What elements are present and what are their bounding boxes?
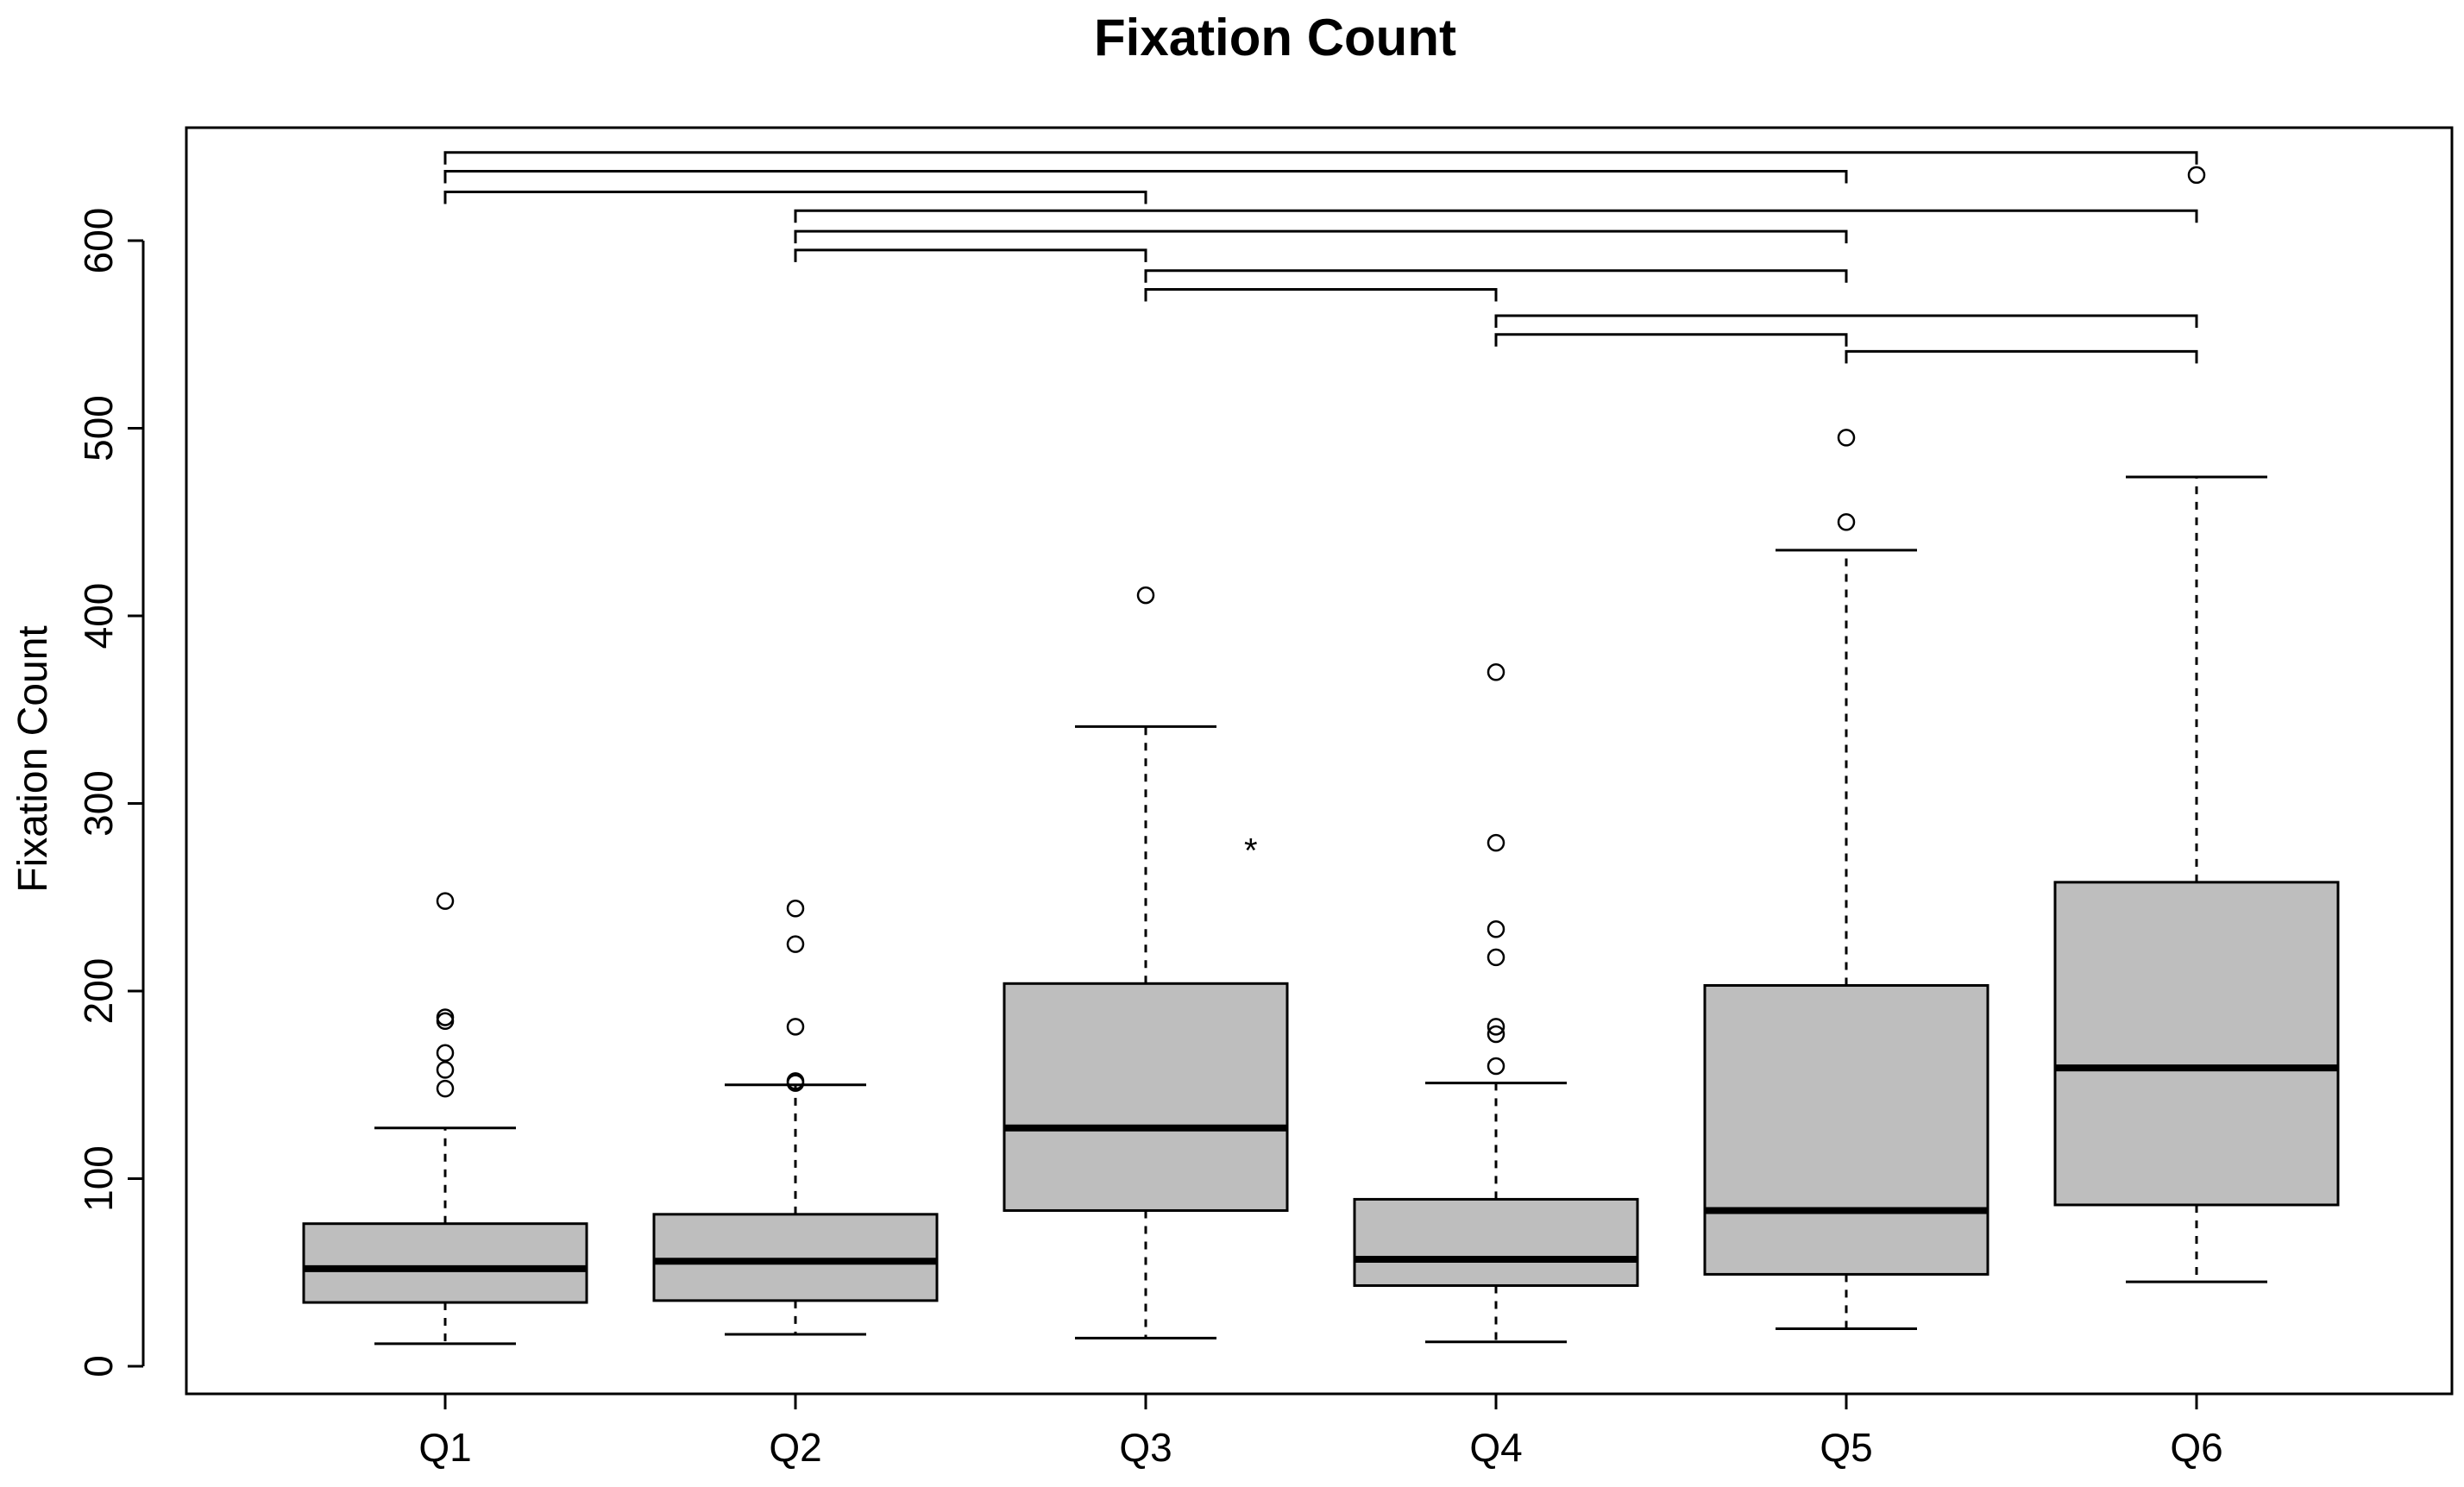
boxes-layer: [302, 166, 2340, 1346]
iqr-box: [1003, 982, 1289, 1212]
y-tick-label: 400: [76, 583, 121, 649]
significance-bracket: [1494, 333, 1848, 347]
significance-bracket: [1144, 288, 1498, 302]
iqr-box: [2053, 881, 2340, 1207]
outlier-point: [786, 1074, 805, 1092]
significance-bracket: [794, 229, 1848, 244]
box-q5: [1703, 429, 1989, 1330]
significance-bracket: [443, 170, 1848, 184]
outlier-point: [1487, 1057, 1505, 1076]
outlier-point: [436, 1061, 455, 1079]
y-tick-label: 500: [76, 395, 121, 461]
significance-bracket: [443, 151, 2198, 165]
x-tick-label: Q4: [1469, 1425, 1522, 1470]
y-tick-label: 600: [76, 208, 121, 274]
significance-bracket: [794, 209, 2198, 223]
annotations-layer: *: [1244, 831, 1258, 869]
significance-brackets: [443, 151, 2198, 364]
y-tick-label: 100: [76, 1145, 121, 1212]
x-axis: Q1 Q2 Q3 Q4 Q5 Q6: [418, 1392, 2223, 1470]
x-tick-label: Q3: [1119, 1425, 1172, 1470]
outlier-point: [786, 1018, 805, 1036]
outlier-point: [786, 900, 805, 918]
outlier-point: [436, 1012, 455, 1031]
outlier-point: [1136, 586, 1155, 605]
outlier-point: [1487, 1025, 1505, 1044]
significance-bracket: [443, 190, 1147, 204]
outlier-point: [1487, 948, 1505, 967]
iqr-box: [652, 1213, 939, 1302]
significance-asterisk: *: [1244, 831, 1258, 869]
outlier-point: [436, 1079, 455, 1098]
outlier-point: [2187, 166, 2206, 185]
outlier-point: [436, 1008, 455, 1026]
iqr-box: [302, 1222, 588, 1304]
box-q2: [652, 900, 939, 1336]
outlier-point: [1487, 663, 1505, 681]
outlier-point: [436, 892, 455, 910]
outlier-point: [1837, 513, 1856, 531]
x-tick-label: Q1: [418, 1425, 471, 1470]
outlier-point: [1487, 919, 1505, 938]
significance-bracket: [794, 248, 1147, 262]
x-tick-label: Q6: [2170, 1425, 2222, 1470]
y-axis-label: Fixation Count: [10, 625, 56, 893]
outlier-point: [436, 1044, 455, 1063]
box-q4: [1353, 663, 1639, 1344]
x-tick-label: Q5: [1820, 1425, 1872, 1470]
outlier-point: [1487, 1018, 1505, 1036]
significance-bracket: [1845, 349, 2198, 364]
y-tick-label: 0: [76, 1355, 121, 1377]
iqr-box: [1703, 983, 1989, 1276]
x-tick-label: Q2: [769, 1425, 821, 1470]
y-tick-label: 200: [76, 958, 121, 1025]
significance-bracket: [1494, 314, 2198, 328]
outlier-point: [1487, 833, 1505, 852]
iqr-box: [1353, 1197, 1639, 1287]
y-tick-label: 300: [76, 770, 121, 837]
box-q3: [1003, 586, 1289, 1340]
outlier-point: [1837, 429, 1856, 447]
box-q6: [2053, 166, 2340, 1283]
significance-bracket: [1144, 269, 1848, 283]
box-q1: [302, 892, 588, 1346]
chart-title: Fixation Count: [1094, 9, 1456, 66]
outlier-point: [786, 935, 805, 953]
y-axis: 0 100 200 300 400 500 600: [76, 208, 145, 1377]
